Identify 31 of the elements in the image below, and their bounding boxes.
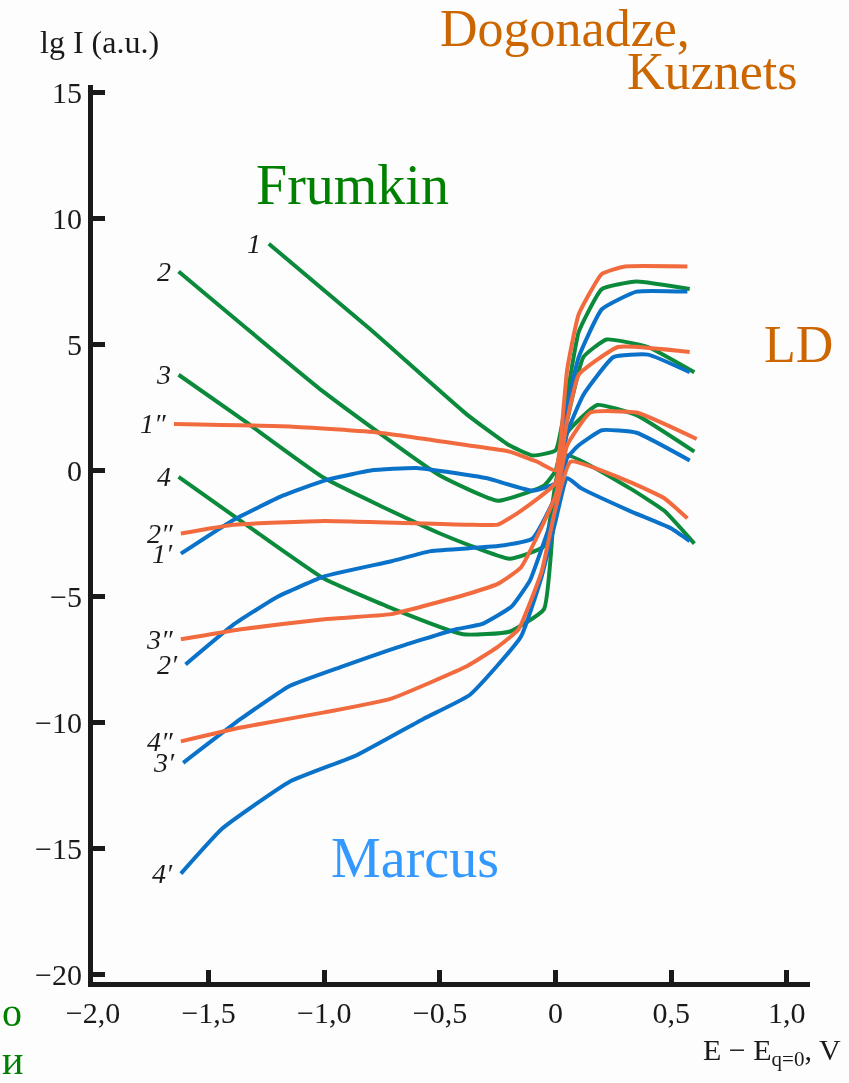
y-tick-label: −15 [35,831,82,865]
x-tick-label: −2,0 [65,996,121,1029]
x-tick-label: −0,5 [412,996,468,1029]
annotation: LD [764,316,834,373]
y-axis-title: lg I (a.u.) [40,24,160,60]
y-tick-label: −5 [50,579,82,613]
x-axis-title: E − E$_{q=0}$, V [703,1033,841,1072]
x-tick-label: 1,0 [768,996,806,1029]
series-label: 4′ [152,858,173,889]
annotation: Marcus [331,827,499,889]
series-label: 4 [157,461,171,492]
series-label: 1″ [140,408,166,439]
y-tick-label: 0 [67,454,82,488]
y-tick-label: −20 [35,957,82,991]
y-tick-label: 5 [67,328,82,362]
y-tick-label: 10 [52,202,82,236]
line-series [178,476,692,876]
text: о [2,990,22,1035]
line-series [181,427,692,765]
x-tick-label: −1,0 [297,996,352,1029]
y-tick-label: 15 [52,76,82,110]
y-tick-label: −10 [35,705,82,739]
series-label: 3 [156,359,171,390]
x-tick-label: −1,5 [181,996,236,1029]
annotation: Frumkin [256,154,449,216]
series-label: 2 [157,256,171,287]
series-label: 1 [247,228,261,259]
text: и [2,1038,24,1083]
x-tick-label: 0 [548,996,564,1029]
line-series [266,241,692,458]
x-tick-label: 0,5 [652,996,690,1029]
